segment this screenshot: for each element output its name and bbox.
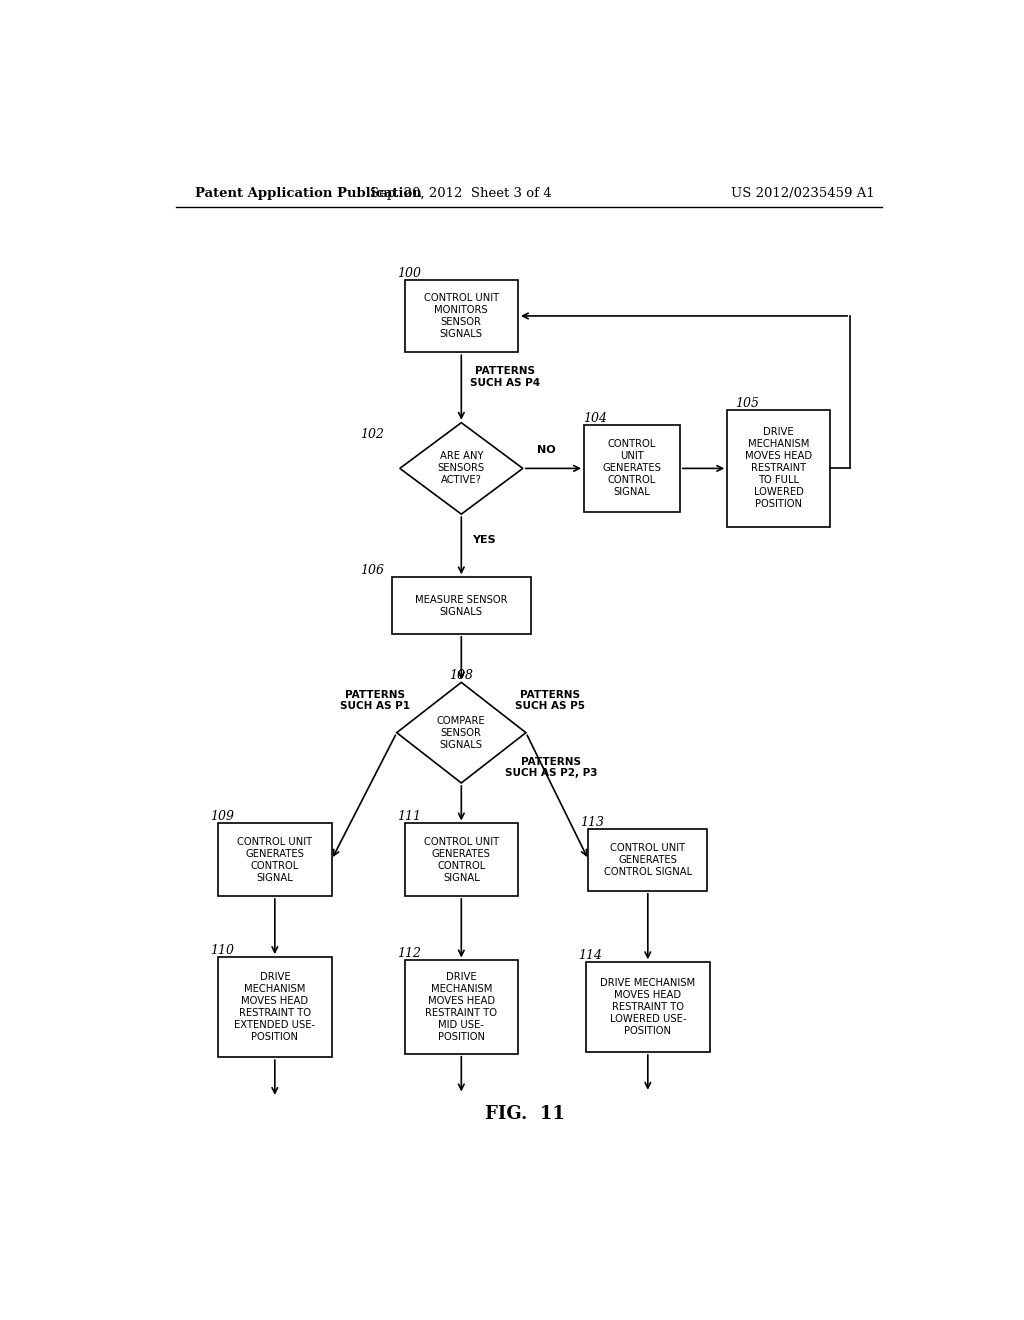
Text: PATTERNS
SUCH AS P5: PATTERNS SUCH AS P5 [515,690,585,711]
Text: 104: 104 [584,412,607,425]
FancyBboxPatch shape [218,824,332,896]
Text: MEASURE SENSOR
SIGNALS: MEASURE SENSOR SIGNALS [415,594,508,616]
Text: PATTERNS
SUCH AS P4: PATTERNS SUCH AS P4 [470,367,540,388]
Text: 106: 106 [359,564,384,577]
Text: Patent Application Publication: Patent Application Publication [196,187,422,201]
Text: ARE ANY
SENSORS
ACTIVE?: ARE ANY SENSORS ACTIVE? [437,451,485,486]
Text: 108: 108 [450,669,473,682]
Text: Sep. 20, 2012  Sheet 3 of 4: Sep. 20, 2012 Sheet 3 of 4 [371,187,552,201]
FancyBboxPatch shape [584,425,680,512]
Text: DRIVE MECHANISM
MOVES HEAD
RESTRAINT TO
LOWERED USE-
POSITION: DRIVE MECHANISM MOVES HEAD RESTRAINT TO … [600,978,695,1036]
Polygon shape [396,682,526,783]
Text: 105: 105 [735,396,759,409]
Text: YES: YES [472,535,496,545]
Polygon shape [399,422,523,515]
Text: DRIVE
MECHANISM
MOVES HEAD
RESTRAINT TO
MID USE-
POSITION: DRIVE MECHANISM MOVES HEAD RESTRAINT TO … [425,972,498,1041]
Text: 110: 110 [210,944,234,957]
FancyBboxPatch shape [218,957,332,1057]
Text: CONTROL UNIT
GENERATES
CONTROL SIGNAL: CONTROL UNIT GENERATES CONTROL SIGNAL [604,842,692,876]
Text: CONTROL
UNIT
GENERATES
CONTROL
SIGNAL: CONTROL UNIT GENERATES CONTROL SIGNAL [602,440,662,498]
Text: CONTROL UNIT
GENERATES
CONTROL
SIGNAL: CONTROL UNIT GENERATES CONTROL SIGNAL [424,837,499,883]
FancyBboxPatch shape [586,962,710,1052]
Text: 109: 109 [210,810,234,824]
FancyBboxPatch shape [727,409,830,527]
Text: 114: 114 [578,949,602,962]
Text: PATTERNS
SUCH AS P2, P3: PATTERNS SUCH AS P2, P3 [505,756,597,779]
Text: DRIVE
MECHANISM
MOVES HEAD
RESTRAINT
TO FULL
LOWERED
POSITION: DRIVE MECHANISM MOVES HEAD RESTRAINT TO … [745,428,812,510]
Text: 100: 100 [396,267,421,280]
Text: NO: NO [538,445,556,455]
Text: CONTROL UNIT
GENERATES
CONTROL
SIGNAL: CONTROL UNIT GENERATES CONTROL SIGNAL [238,837,312,883]
FancyBboxPatch shape [404,280,518,352]
Text: 113: 113 [581,816,604,829]
Text: 112: 112 [396,948,421,961]
FancyBboxPatch shape [404,961,518,1053]
Text: 102: 102 [360,428,384,441]
FancyBboxPatch shape [589,829,708,891]
Text: FIG.  11: FIG. 11 [484,1105,565,1123]
Text: 111: 111 [396,810,421,824]
Text: US 2012/0235459 A1: US 2012/0235459 A1 [731,187,874,201]
Text: PATTERNS
SUCH AS P1: PATTERNS SUCH AS P1 [340,690,411,711]
FancyBboxPatch shape [404,824,518,896]
Text: DRIVE
MECHANISM
MOVES HEAD
RESTRAINT TO
EXTENDED USE-
POSITION: DRIVE MECHANISM MOVES HEAD RESTRAINT TO … [234,972,315,1041]
Text: COMPARE
SENSOR
SIGNALS: COMPARE SENSOR SIGNALS [437,715,485,750]
Text: CONTROL UNIT
MONITORS
SENSOR
SIGNALS: CONTROL UNIT MONITORS SENSOR SIGNALS [424,293,499,339]
FancyBboxPatch shape [391,577,531,634]
